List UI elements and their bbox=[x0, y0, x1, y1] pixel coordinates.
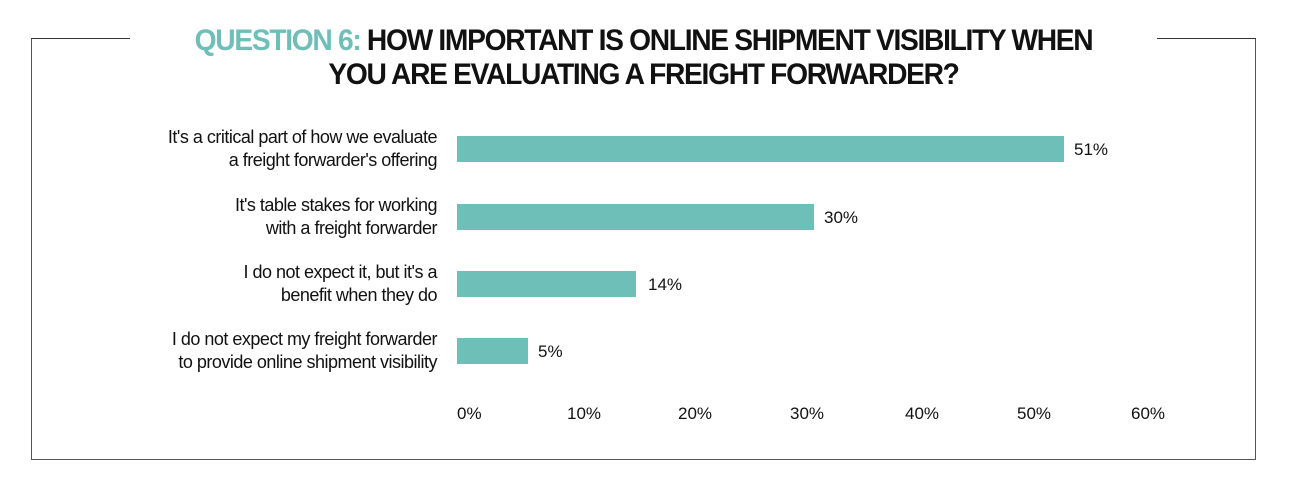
x-tick-label: 40% bbox=[905, 404, 940, 423]
category-label-line: I do not expect it, but it's a bbox=[243, 262, 437, 282]
bar bbox=[457, 271, 636, 297]
category-label: I do not expect my freight forwarder to … bbox=[37, 328, 438, 374]
x-tick-label: 60% bbox=[1131, 404, 1166, 423]
category-label-line: benefit when they do bbox=[280, 285, 438, 305]
bar-value-label: 51% bbox=[1074, 140, 1109, 159]
title-line-2: YOU ARE EVALUATING A FREIGHT FORWARDER? bbox=[328, 58, 959, 91]
bar bbox=[457, 136, 1064, 162]
category-label: It's a critical part of how we evaluate … bbox=[37, 126, 438, 172]
bar bbox=[457, 338, 528, 364]
frame-top-right-line bbox=[1157, 38, 1256, 39]
category-label-line: I do not expect my freight forwarder bbox=[171, 329, 438, 349]
bar-value-label: 30% bbox=[824, 208, 859, 227]
category-label-line: It's table stakes for working bbox=[234, 195, 438, 215]
category-label-line: to provide online shipment visibility bbox=[178, 352, 437, 372]
category-label-line: with a freight forwarder bbox=[265, 218, 438, 238]
category-label-line: a freight forwarder's offering bbox=[228, 150, 438, 170]
title-question-number: QUESTION 6: bbox=[194, 24, 362, 57]
category-label: I do not expect it, but it's a benefit w… bbox=[37, 261, 437, 307]
x-tick-label: 50% bbox=[1017, 404, 1052, 423]
x-tick-label: 10% bbox=[567, 404, 602, 423]
bar-value-label: 14% bbox=[648, 275, 683, 294]
chart-frame bbox=[31, 38, 1256, 460]
x-tick-label: 30% bbox=[790, 404, 825, 423]
frame-top-left-line bbox=[31, 38, 130, 39]
chart-title: QUESTION 6: HOW IMPORTANT IS ONLINE SHIP… bbox=[161, 24, 1126, 92]
category-label: It's table stakes for working with a fre… bbox=[37, 194, 438, 240]
bar bbox=[457, 204, 814, 230]
x-tick-label: 0% bbox=[457, 404, 482, 423]
title-line-1: HOW IMPORTANT IS ONLINE SHIPMENT VISIBIL… bbox=[360, 24, 1094, 57]
x-tick-label: 20% bbox=[678, 404, 713, 423]
category-label-line: It's a critical part of how we evaluate bbox=[167, 127, 438, 147]
bar-value-label: 5% bbox=[538, 342, 563, 361]
